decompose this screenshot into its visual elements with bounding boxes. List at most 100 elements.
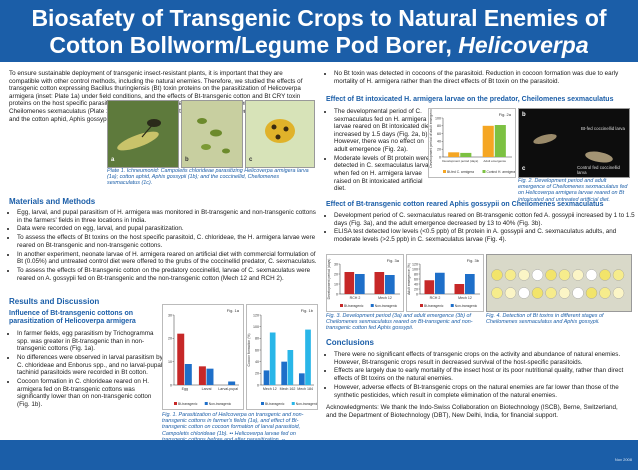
y-tick-label: 80 [414, 272, 418, 276]
conclusions-list: There were no significant effects of tra… [326, 351, 636, 400]
legend-swatch [482, 170, 486, 173]
list-item: Egg, larval, and pupal parasitism of H. … [17, 209, 317, 224]
legend-label: Bt-transgenic [424, 304, 444, 308]
elisa-well [504, 269, 517, 281]
x-tick-label: Development period (days) [442, 159, 478, 163]
legend-label: Bt-transgenic [265, 402, 285, 406]
fig-2a-panel: Fig. 2a 0 20 40 60 80 100 Development period of… [428, 107, 516, 178]
title-species: Helicoverpa armigera [270, 32, 589, 84]
legend-label: Bt-transgenic [344, 304, 364, 308]
y-tick-label: 0 [257, 383, 259, 387]
list-item: In another experiment, neonate larvae of… [17, 251, 317, 266]
bar [385, 275, 395, 294]
y-tick-label: 120 [412, 262, 418, 266]
legend-swatch [450, 304, 454, 307]
elisa-well [504, 287, 517, 299]
results-subheading: Influence of Bt-transgenic cottons on pa… [9, 310, 136, 326]
fig-1a-chart: Fig. 1a 0 10 20 30 Egg Larval Larval-pupal Bt-tr… [168, 308, 240, 406]
y-axis-label: Adult emergence (%) [407, 263, 411, 295]
right-column: No Bt toxin was detected in cocoons of t… [326, 70, 635, 436]
legend-label: Control H. armigera [487, 170, 516, 174]
x-tick-label: Larval-pupal [218, 387, 238, 391]
list-item: No Bt toxin was detected in cocoons of t… [334, 70, 634, 85]
legend-label: Non-transgenic [375, 304, 398, 308]
y-tick-label: 0 [439, 155, 441, 159]
fig-2-photo: Bt-fed coccinellid larva Control fed coc… [518, 108, 630, 178]
x-tick-label: Mech 12 [378, 296, 392, 300]
fig-3b-panel: Fig. 3b 0 20 40 60 80 100 120 Adult emergence (%… [406, 254, 484, 312]
elisa-well [518, 269, 530, 281]
bar [494, 125, 506, 157]
footer-banner: Nov 2008 [0, 440, 638, 470]
legend-swatch [370, 304, 374, 307]
elisa-well [612, 287, 625, 299]
y-axis-label: Development period (days) [327, 259, 331, 300]
legend-swatch [174, 402, 177, 405]
bar [374, 272, 385, 294]
y-tick-label: 60 [255, 348, 259, 352]
list-item: In farmer fields, egg parasitism by Tric… [17, 330, 163, 353]
y-tick-label: 0 [336, 292, 338, 296]
y-tick-label: 120 [253, 313, 259, 317]
results-heading: Results and Discussion [9, 297, 100, 306]
fig-4-elisa-image [487, 255, 631, 311]
elisa-well [518, 287, 530, 299]
legend-label: Bt-fed C. armigera [447, 170, 474, 174]
y-tick-label: 20 [334, 272, 338, 276]
plate-1b-image [182, 101, 242, 167]
x-tick-label: Mech 162 [280, 387, 296, 391]
list-item: Moderate levels of Bt protein were detec… [334, 155, 432, 193]
title-line-1: Biosafety of Transgenic Crops to Natural… [31, 5, 607, 31]
y-tick-label: 20 [255, 372, 259, 376]
legend-label: Non-transgenic [296, 402, 317, 406]
y-tick-label: 60 [414, 277, 418, 281]
materials-heading: Materials and Methods [9, 197, 96, 206]
legend-swatch [204, 402, 208, 405]
legend-swatch [443, 170, 446, 173]
photo-label-control: Control fed coccinellid larva [577, 165, 620, 175]
y-tick-label: 0 [416, 292, 418, 296]
section-3-list: Development period of C. sexmaculatus re… [326, 212, 636, 245]
legend-label: Bt-transgenic [178, 402, 198, 406]
chart-title: Fig. 1b [301, 308, 314, 313]
elisa-well [531, 269, 544, 281]
fig-3a-panel: Fig. 3a 0 10 20 30 Development period (days) R… [326, 254, 404, 312]
elisa-well [558, 287, 571, 299]
list-item: Cocoon formation in C. chlorideae reared… [17, 378, 163, 408]
bar [355, 274, 365, 294]
bar [482, 125, 494, 157]
y-tick-label: 10 [334, 282, 338, 286]
bar [448, 152, 460, 157]
y-tick-label: 10 [168, 360, 172, 364]
elisa-well [558, 269, 571, 281]
y-tick-label: 80 [437, 124, 441, 128]
plate-1a-label: a [111, 157, 115, 163]
chart-title: Fig. 3a [387, 258, 400, 263]
plate-1c-image [246, 101, 314, 167]
bar [287, 350, 294, 385]
bar [263, 370, 270, 385]
photo-letter-b: b [522, 112, 526, 118]
chart-title: Fig. 3b [467, 258, 480, 263]
title-line-2: Cotton Bollworm/Legume Pod Borer, Helico… [49, 32, 589, 84]
left-column: To ensure sustainable deployment of tran… [9, 70, 318, 449]
photo-label-bt: Bt-fed coccinellid larva [581, 126, 625, 131]
fig-4-caption: Fig. 4. Detection of Bt toxins in differ… [486, 313, 604, 326]
copyright: Nov 2008 [614, 457, 632, 462]
elisa-well [599, 287, 611, 299]
y-tick-label: 60 [437, 132, 441, 136]
bar [465, 274, 475, 294]
fig-4-photo [486, 254, 632, 312]
y-tick-label: 40 [437, 140, 441, 144]
elisa-well [585, 269, 598, 281]
fig-2-caption: Fig. 2. Development period and adult eme… [518, 178, 628, 203]
bar [177, 333, 185, 385]
x-tick-label: Mech 184 [297, 387, 313, 391]
elisa-well [572, 269, 584, 281]
list-item: However, adverse effects of Bt-transgeni… [334, 384, 636, 399]
x-tick-label: Larval [202, 387, 212, 391]
elisa-well [491, 269, 503, 281]
bar [298, 373, 305, 385]
plate-1c-label: c [249, 157, 253, 163]
